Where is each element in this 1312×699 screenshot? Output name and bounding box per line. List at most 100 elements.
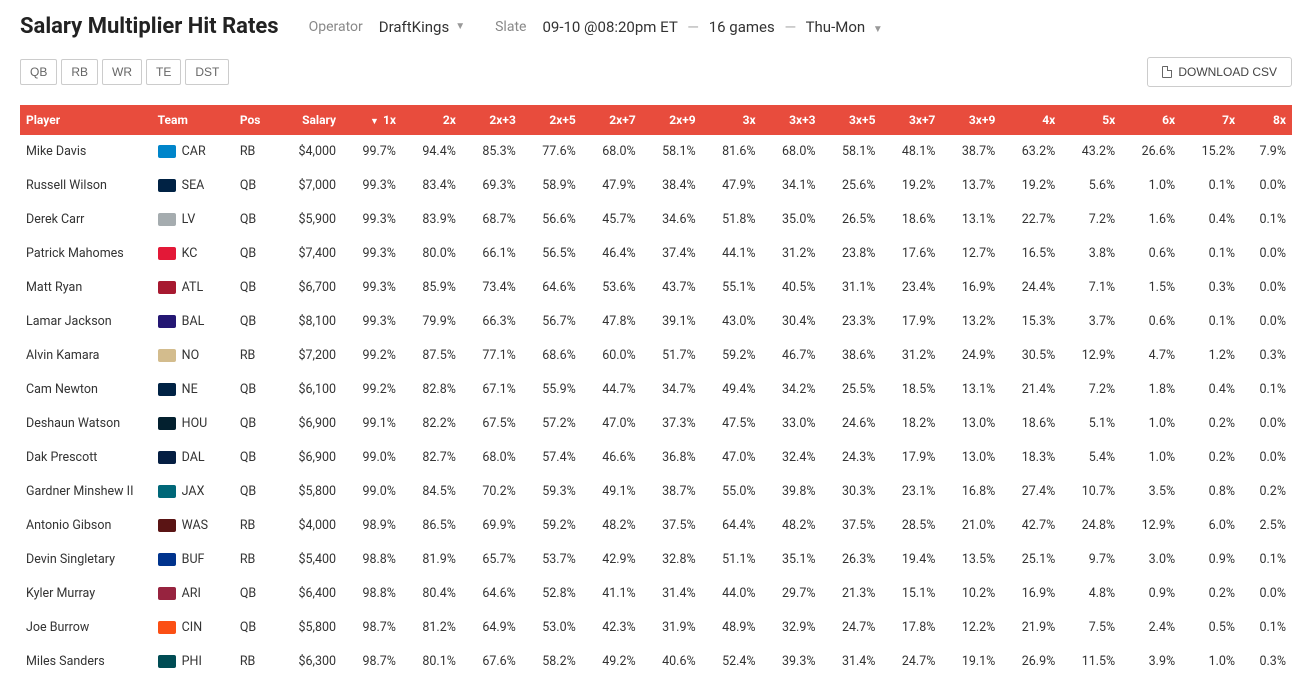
- value-cell: 80.4%: [402, 577, 462, 611]
- value-cell: 0.1%: [1181, 305, 1241, 339]
- value-cell: 99.2%: [342, 339, 402, 373]
- column-header[interactable]: 2x+7: [582, 105, 642, 135]
- column-header[interactable]: 3x: [702, 105, 762, 135]
- table-row: Joe BurrowCINQB$5,80098.7%81.2%64.9%53.0…: [20, 611, 1292, 645]
- value-cell: 0.8%: [1181, 475, 1241, 509]
- column-header[interactable]: 3x+7: [881, 105, 941, 135]
- column-header[interactable]: 2x+5: [522, 105, 582, 135]
- value-cell: 99.2%: [342, 373, 402, 407]
- column-header[interactable]: Pos: [234, 105, 277, 135]
- value-cell: 98.7%: [342, 645, 402, 679]
- value-cell: 19.2%: [881, 169, 941, 203]
- value-cell: 0.9%: [1181, 543, 1241, 577]
- table-row: Matt RyanATLQB$6,70099.3%85.9%73.4%64.6%…: [20, 271, 1292, 305]
- position-filter-qb[interactable]: QB: [20, 59, 57, 85]
- column-header[interactable]: 2x+9: [642, 105, 702, 135]
- column-header[interactable]: 2x: [402, 105, 462, 135]
- value-cell: 81.2%: [402, 611, 462, 645]
- team-cell: CAR: [152, 135, 234, 169]
- value-cell: 13.0%: [941, 407, 1001, 441]
- player-cell[interactable]: Mike Davis: [20, 135, 152, 169]
- value-cell: 46.6%: [582, 441, 642, 475]
- column-header[interactable]: 8x: [1241, 105, 1292, 135]
- value-cell: 99.3%: [342, 237, 402, 271]
- column-header[interactable]: 3x+5: [822, 105, 882, 135]
- value-cell: 42.3%: [582, 611, 642, 645]
- value-cell: 69.3%: [462, 169, 522, 203]
- value-cell: 49.4%: [702, 373, 762, 407]
- column-header[interactable]: Team: [152, 105, 234, 135]
- player-cell[interactable]: Gardner Minshew II: [20, 475, 152, 509]
- value-cell: 0.9%: [1121, 577, 1181, 611]
- position-filter-wr[interactable]: WR: [102, 59, 142, 85]
- position-filter-rb[interactable]: RB: [61, 59, 98, 85]
- value-cell: 38.6%: [822, 339, 882, 373]
- value-cell: 15.2%: [1181, 135, 1241, 169]
- value-cell: 99.1%: [342, 407, 402, 441]
- player-cell[interactable]: Alvin Kamara: [20, 339, 152, 373]
- column-header[interactable]: 7x: [1181, 105, 1241, 135]
- column-header[interactable]: 3x+3: [762, 105, 822, 135]
- value-cell: 67.6%: [462, 645, 522, 679]
- value-cell: 0.0%: [1241, 237, 1292, 271]
- salary-cell: $5,800: [277, 475, 342, 509]
- operator-value: DraftKings: [379, 18, 449, 36]
- player-cell[interactable]: Patrick Mahomes: [20, 237, 152, 271]
- player-cell[interactable]: Russell Wilson: [20, 169, 152, 203]
- value-cell: 23.3%: [822, 305, 882, 339]
- player-cell[interactable]: Miles Sanders: [20, 645, 152, 679]
- pos-cell: RB: [234, 543, 277, 577]
- value-cell: 7.2%: [1061, 373, 1121, 407]
- player-cell[interactable]: Dak Prescott: [20, 441, 152, 475]
- player-cell[interactable]: Devin Singletary: [20, 543, 152, 577]
- team-cell: CIN: [152, 611, 234, 645]
- column-header[interactable]: 5x: [1061, 105, 1121, 135]
- team-logo: [158, 247, 176, 260]
- table-row: Kyler MurrayARIQB$6,40098.8%80.4%64.6%52…: [20, 577, 1292, 611]
- value-cell: 56.5%: [522, 237, 582, 271]
- value-cell: 64.9%: [462, 611, 522, 645]
- value-cell: 58.1%: [642, 135, 702, 169]
- value-cell: 80.1%: [402, 645, 462, 679]
- column-header[interactable]: Salary: [277, 105, 342, 135]
- player-cell[interactable]: Matt Ryan: [20, 271, 152, 305]
- value-cell: 0.2%: [1181, 577, 1241, 611]
- team-cell: ATL: [152, 271, 234, 305]
- value-cell: 21.9%: [1001, 611, 1061, 645]
- player-cell[interactable]: Derek Carr: [20, 203, 152, 237]
- salary-cell: $4,000: [277, 509, 342, 543]
- value-cell: 3.8%: [1061, 237, 1121, 271]
- player-cell[interactable]: Cam Newton: [20, 373, 152, 407]
- player-cell[interactable]: Joe Burrow: [20, 611, 152, 645]
- player-cell[interactable]: Lamar Jackson: [20, 305, 152, 339]
- value-cell: 66.1%: [462, 237, 522, 271]
- player-cell[interactable]: Antonio Gibson: [20, 509, 152, 543]
- column-header[interactable]: Player: [20, 105, 152, 135]
- team-logo: [158, 485, 176, 498]
- position-filter-dst[interactable]: DST: [185, 59, 229, 85]
- value-cell: 19.2%: [1001, 169, 1061, 203]
- column-header[interactable]: ▼1x: [342, 105, 402, 135]
- slate-selector[interactable]: Slate 09-10 @08:20pm ET — 16 games — Thu…: [495, 18, 883, 36]
- column-header[interactable]: 4x: [1001, 105, 1061, 135]
- value-cell: 26.6%: [1121, 135, 1181, 169]
- value-cell: 49.1%: [582, 475, 642, 509]
- value-cell: 63.2%: [1001, 135, 1061, 169]
- player-cell[interactable]: Kyler Murray: [20, 577, 152, 611]
- value-cell: 28.5%: [881, 509, 941, 543]
- column-header[interactable]: 3x+9: [941, 105, 1001, 135]
- value-cell: 82.7%: [402, 441, 462, 475]
- position-filter-te[interactable]: TE: [146, 59, 181, 85]
- operator-selector[interactable]: Operator DraftKings▼: [309, 18, 466, 36]
- column-header[interactable]: 6x: [1121, 105, 1181, 135]
- download-csv-button[interactable]: DOWNLOAD CSV: [1147, 57, 1292, 87]
- value-cell: 51.8%: [702, 203, 762, 237]
- column-header[interactable]: 2x+3: [462, 105, 522, 135]
- value-cell: 26.3%: [822, 543, 882, 577]
- value-cell: 79.9%: [402, 305, 462, 339]
- value-cell: 56.7%: [522, 305, 582, 339]
- player-cell[interactable]: Deshaun Watson: [20, 407, 152, 441]
- value-cell: 24.6%: [822, 407, 882, 441]
- value-cell: 21.0%: [941, 509, 1001, 543]
- operator-label: Operator: [309, 19, 363, 35]
